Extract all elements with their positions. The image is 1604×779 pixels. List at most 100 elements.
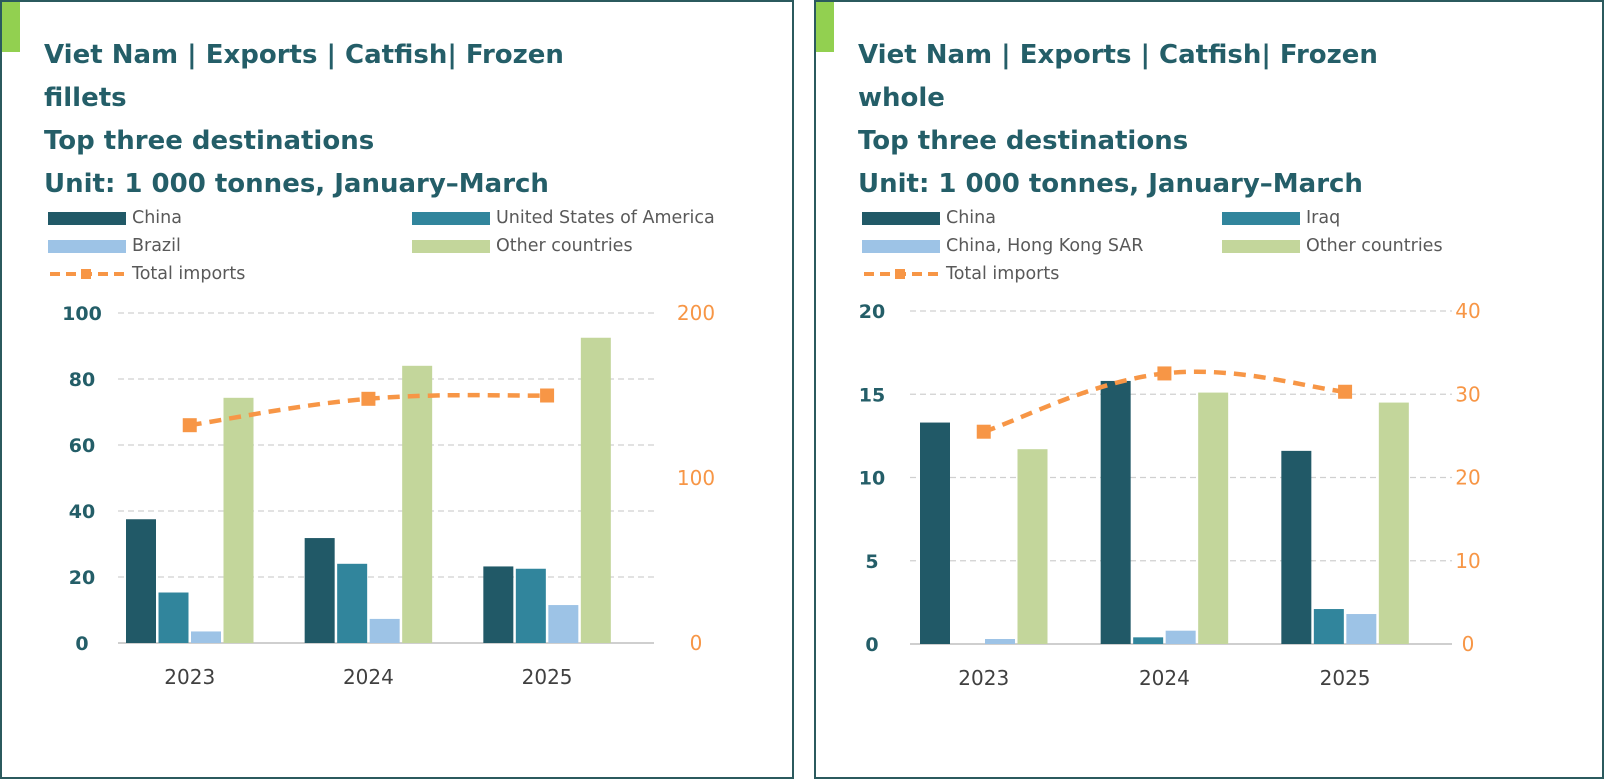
chart-plot-whole: 0 5 10 15 20 0 10 20 30 40 2023 2024 2025 (859, 299, 1481, 690)
bar-china-2024 (1100, 380, 1131, 644)
accent-bar (816, 2, 834, 52)
legend-swatch (862, 211, 940, 225)
bar-other-2023 (1017, 449, 1048, 644)
bar-third-2025 (548, 605, 579, 643)
bar-china-2025 (483, 566, 514, 643)
legend-label: United States of America (496, 208, 715, 228)
bar-third-2024 (369, 618, 400, 643)
chart-panel-whole: Viet Nam | Exports | Catfish| Frozen who… (814, 0, 1604, 779)
y-tick-label: 0 (865, 634, 878, 656)
bar-other-2025 (580, 337, 611, 643)
legend-item-total-imports: Total imports (48, 264, 245, 284)
title-line: Top three destinations (858, 126, 1189, 156)
bar-second-2025 (1313, 609, 1344, 644)
y-tick-label: 5 (865, 551, 878, 573)
chart-title: Viet Nam | Exports | Catfish| Frozen fil… (44, 34, 664, 206)
y-tick-label: 10 (859, 468, 885, 490)
legend-item-brazil: Brazil (48, 236, 181, 256)
legend-swatch (412, 239, 490, 253)
legend-line-swatch (50, 269, 124, 279)
legend-item-iraq: Iraq (1222, 208, 1340, 228)
marker-total-imports-2024 (1157, 366, 1172, 381)
marker-total-imports-2025 (540, 388, 555, 403)
y2-tick-label: 20 (1455, 466, 1480, 490)
bar-other-2025 (1378, 402, 1409, 644)
legend-swatch (1222, 211, 1300, 225)
title-line: Unit: 1 000 tonnes, January–March (858, 169, 1363, 199)
x-tick-label: 2025 (1320, 666, 1371, 690)
legend-label: China (946, 208, 996, 228)
title-line: fillets (44, 83, 127, 113)
y-tick-label: 60 (69, 435, 95, 457)
y-tick-label: 100 (62, 303, 102, 325)
bar-third-2023 (191, 631, 221, 643)
legend-item-other-countries: Other countries (412, 236, 633, 256)
chart-title: Viet Nam | Exports | Catfish| Frozen who… (858, 34, 1478, 206)
bar-second-2025 (515, 568, 546, 643)
title-line: Viet Nam | Exports | Catfish| Frozen (44, 40, 564, 70)
legend-label: Brazil (132, 236, 181, 256)
legend-label: China, Hong Kong SAR (946, 236, 1144, 256)
legend-item-china: China (862, 208, 996, 228)
bar-second-2024 (1133, 637, 1164, 644)
bar-third-2025 (1346, 614, 1377, 644)
chart-legend: China United States of America Brazil Ot… (48, 208, 768, 298)
bar-third-2024 (1165, 630, 1196, 644)
x-tick-label: 2024 (1139, 666, 1190, 690)
y2-tick-label: 200 (677, 301, 715, 325)
legend-swatch (412, 211, 490, 225)
bar-second-2024 (337, 563, 368, 643)
bar-other-2024 (1198, 392, 1229, 644)
legend-line-swatch (864, 269, 938, 279)
bar-china-2023 (126, 519, 156, 643)
bar-other-2024 (402, 365, 433, 643)
legend-item-other-countries: Other countries (1222, 236, 1443, 256)
legend-label: Total imports (946, 264, 1060, 284)
y-tick-label: 80 (69, 369, 95, 391)
y2-tick-label: 0 (1462, 632, 1475, 656)
chart-legend: China Iraq China, Hong Kong SAR Other co… (862, 208, 1582, 298)
y2-tick-label: 10 (1455, 549, 1480, 573)
legend-label: China (132, 208, 182, 228)
x-tick-label: 2023 (164, 665, 215, 689)
legend-item-china: China (48, 208, 182, 228)
y-tick-label: 0 (75, 633, 88, 655)
legend-item-usa: United States of America (412, 208, 715, 228)
title-line: Unit: 1 000 tonnes, January–March (44, 169, 549, 199)
title-line: Viet Nam | Exports | Catfish| Frozen (858, 40, 1378, 70)
legend-swatch (48, 211, 126, 225)
legend-label: Other countries (496, 236, 633, 256)
y-tick-label: 40 (69, 501, 95, 523)
y-tick-label: 20 (859, 301, 885, 323)
title-line: Top three destinations (44, 126, 375, 156)
bar-china-2023 (920, 422, 950, 644)
y2-tick-label: 0 (690, 631, 703, 655)
x-tick-label: 2025 (522, 665, 573, 689)
marker-total-imports-2023 (182, 418, 197, 433)
marker-total-imports-2023 (976, 424, 991, 439)
x-tick-label: 2023 (958, 666, 1009, 690)
marker-total-imports-2025 (1338, 384, 1353, 399)
legend-swatch (48, 239, 126, 253)
legend-swatch (1222, 239, 1300, 253)
legend-item-total-imports: Total imports (862, 264, 1059, 284)
bar-china-2025 (1281, 450, 1312, 644)
bar-third-2023 (985, 639, 1015, 644)
legend-label: Iraq (1306, 208, 1341, 228)
bar-second-2023 (158, 592, 189, 643)
x-tick-label: 2024 (343, 665, 394, 689)
y-tick-label: 15 (859, 384, 885, 406)
legend-swatch (862, 239, 940, 253)
bar-china-2024 (304, 538, 335, 643)
y2-tick-label: 30 (1455, 382, 1480, 406)
legend-label: Other countries (1306, 236, 1443, 256)
y-tick-label: 20 (69, 567, 95, 589)
accent-bar (2, 2, 20, 52)
y2-tick-label: 40 (1455, 299, 1480, 323)
bar-other-2023 (223, 397, 254, 643)
line-total-imports (983, 369, 1346, 434)
marker-total-imports-2024 (361, 391, 376, 406)
y2-tick-label: 100 (677, 466, 715, 490)
chart-plot-fillets: 0 20 40 60 80 100 0 100 200 2023 2024 2025 (62, 301, 715, 689)
title-line: whole (858, 83, 945, 113)
